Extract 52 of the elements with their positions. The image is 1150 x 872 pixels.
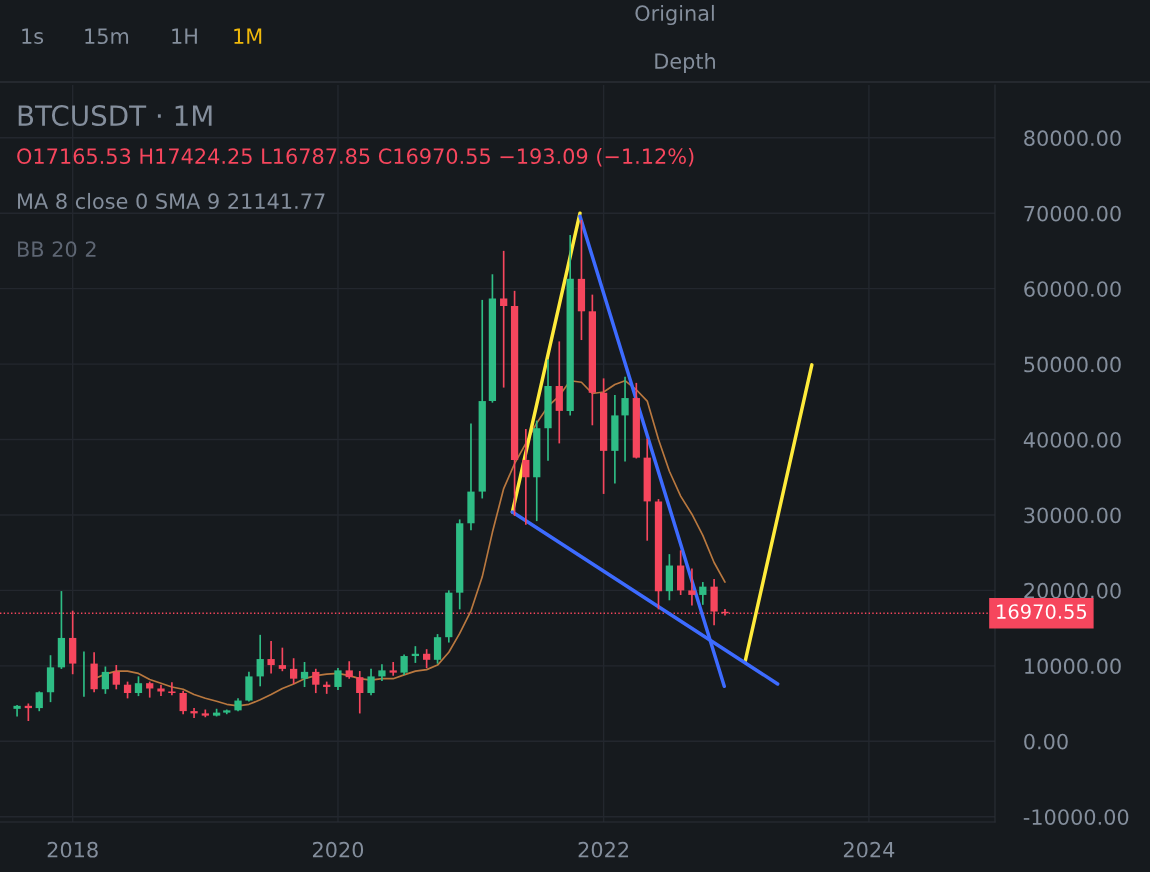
candlestick <box>367 668 375 696</box>
y-tick-label: 60000.00 <box>1024 281 1121 297</box>
y-tick-label: 50000.00 <box>1024 356 1121 373</box>
annotation: MA 8 close 0 SMA 9 21141.77 <box>18 192 325 210</box>
candlestick <box>522 428 530 525</box>
x-tick-label: 2020 <box>312 841 364 858</box>
text: O17165.53 H17424.25 L16787.85 C16970.55 −193.09 (−1.12%) <box>17 147 694 167</box>
candlestick <box>433 634 442 664</box>
candlestick <box>688 568 696 606</box>
candlestick <box>35 691 43 712</box>
y-tick-label: 10000.00 <box>1025 658 1121 675</box>
candlestick <box>112 665 120 690</box>
y-tick-label: 40000.00 <box>1023 432 1121 448</box>
candlestick <box>621 376 629 462</box>
candlestick <box>699 582 707 605</box>
x-tick-label: 2022 <box>578 841 629 858</box>
candlestick <box>300 661 309 688</box>
candlestick <box>500 250 508 388</box>
y-tick-label: 0.00 <box>1024 733 1068 750</box>
text: Original <box>635 4 714 26</box>
candlestick <box>146 681 154 698</box>
text: Depth <box>655 52 715 74</box>
candlestick <box>400 654 408 675</box>
y-tick-label: 70000.00 <box>1024 205 1121 222</box>
text: 1M <box>234 28 262 44</box>
candlestick <box>168 682 176 696</box>
candlestick <box>134 676 143 697</box>
y-tick-label: 20000.00 <box>1024 582 1121 599</box>
candlestick <box>256 634 264 687</box>
candlestick <box>356 671 364 714</box>
text: 1s <box>22 28 44 45</box>
x-tick-label: 2024 <box>843 841 895 858</box>
text: 15m <box>85 28 129 45</box>
y-tick-label: -10000.00 <box>1023 809 1129 825</box>
text: 1H <box>172 28 197 44</box>
candlestick <box>157 684 165 697</box>
candlestick <box>312 668 320 694</box>
candlestick <box>334 668 342 691</box>
candlestick <box>13 704 21 717</box>
y-tick-label: 80000.00 <box>1024 130 1121 147</box>
candlestick <box>190 708 198 718</box>
candlestick <box>290 658 298 685</box>
candlestick <box>179 690 187 715</box>
candlestick <box>101 666 110 694</box>
candlestick <box>278 647 286 672</box>
y-tick-label: 30000.00 <box>1024 507 1121 524</box>
annotation: BB 20 2 <box>18 241 96 258</box>
candlestick <box>389 661 397 676</box>
candlestick <box>267 640 275 674</box>
ref-line-label: 16970.55 <box>997 604 1087 619</box>
text: BTCUSDT · 1M <box>18 105 212 127</box>
x-tick-label: 2018 <box>47 841 98 858</box>
